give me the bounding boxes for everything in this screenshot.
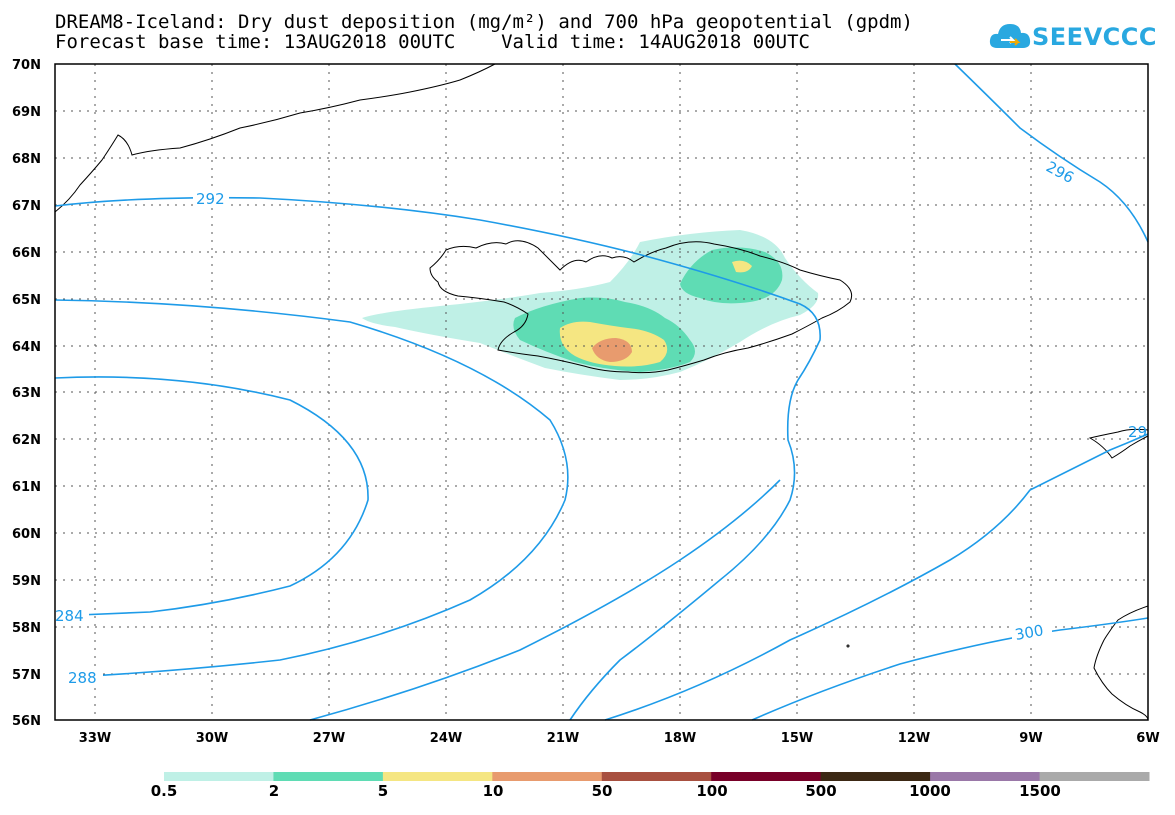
coastlines — [54, 63, 1149, 721]
lon-label: 6W — [1136, 731, 1159, 746]
contour-288 — [54, 299, 569, 679]
colorbar-tick-label: 10 — [482, 782, 504, 800]
colorbar-swatch — [930, 772, 1041, 781]
graticule — [55, 64, 1148, 720]
colorbar-swatch — [1039, 772, 1150, 781]
colorbar-swatch — [382, 772, 493, 781]
contour-292 — [54, 196, 821, 721]
cloud-icon — [989, 24, 1031, 48]
lat-label: 58N — [12, 621, 41, 636]
latitude-labels: 70N 69N 68N 67N 66N 65N 64N 63N 62N 61N … — [12, 58, 41, 729]
logo-text: SEEVCCC — [1032, 23, 1157, 51]
contour-label-296: 296 — [1043, 158, 1077, 187]
contour-300 — [751, 617, 1149, 721]
dust-band-10 — [592, 338, 632, 362]
lon-label: 27W — [313, 731, 345, 746]
lon-label: 9W — [1019, 731, 1042, 746]
colorbar-tick-label: 50 — [591, 782, 613, 800]
lat-label: 57N — [12, 668, 41, 683]
map-frame — [54, 63, 1149, 721]
colorbar-swatch — [820, 772, 931, 781]
lat-label: 65N — [12, 293, 41, 308]
colorbar-tick-label: 5 — [377, 782, 389, 800]
lon-label: 30W — [196, 731, 228, 746]
lat-label: 61N — [12, 480, 41, 495]
colorbar-swatch — [273, 772, 384, 781]
contour-296 — [954, 63, 1149, 243]
contour-label-284: 284 — [55, 607, 84, 625]
colorbar-swatch — [601, 772, 712, 781]
lat-label: 69N — [12, 105, 41, 120]
lat-label: 60N — [12, 527, 41, 542]
lat-label: 64N — [12, 340, 41, 355]
map-title: DREAM8-Iceland: Dry dust deposition (mg/… — [55, 11, 913, 33]
contour-label-29: 29 — [1128, 423, 1147, 441]
contour-label-288: 288 — [68, 669, 97, 687]
geopotential-contours — [54, 63, 1149, 721]
colorbar-swatch — [164, 772, 274, 781]
greenland-coast — [54, 63, 496, 213]
lon-label: 15W — [781, 731, 813, 746]
lon-label: 33W — [79, 731, 111, 746]
contour-288b — [309, 479, 781, 721]
seevccc-logo: SEEVCCC — [988, 18, 1158, 58]
lon-label: 18W — [664, 731, 696, 746]
colorbar-swatch — [711, 772, 822, 781]
lon-label: 24W — [430, 731, 462, 746]
lat-label: 56N — [12, 714, 41, 729]
norway-coast — [1088, 428, 1149, 459]
colorbar-tick-label: 1000 — [909, 782, 951, 800]
colorbar-tick-label: 500 — [805, 782, 837, 800]
lon-label: 12W — [898, 731, 930, 746]
lat-label: 63N — [12, 386, 41, 401]
contour-284 — [54, 376, 369, 617]
colorbar-tick-label: 1500 — [1019, 782, 1061, 800]
colorbar-tick-label: 0.5 — [150, 782, 178, 800]
colorbar-tick-label: 100 — [696, 782, 728, 800]
dust-band-5-b — [732, 260, 752, 273]
scotland-coast — [1093, 605, 1149, 721]
contour-296b — [604, 433, 1149, 721]
contour-label-300: 300 — [1014, 621, 1045, 644]
colorbar-swatch — [492, 772, 603, 781]
lon-label: 21W — [547, 731, 579, 746]
lat-label: 70N — [12, 58, 41, 73]
lat-label: 59N — [12, 574, 41, 589]
colorbar — [164, 772, 1150, 781]
contour-label-292: 292 — [196, 190, 225, 208]
lat-label: 68N — [12, 152, 41, 167]
lat-label: 62N — [12, 433, 41, 448]
longitude-labels: 33W 30W 27W 24W 21W 18W 15W 12W 9W 6W — [79, 731, 1160, 746]
lat-label: 66N — [12, 246, 41, 261]
lat-label: 67N — [12, 199, 41, 214]
map-subtitle: Forecast base time: 13AUG2018 00UTC Vali… — [55, 31, 810, 53]
colorbar-tick-label: 2 — [268, 782, 280, 800]
iceland-coast — [429, 240, 853, 374]
